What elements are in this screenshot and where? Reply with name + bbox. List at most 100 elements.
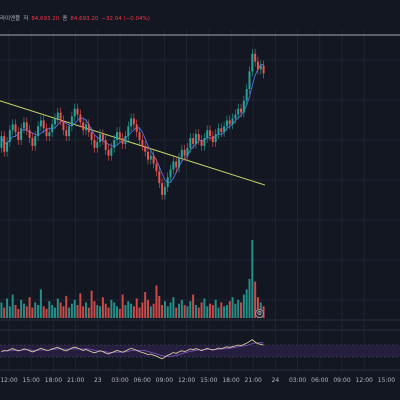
volume-bar xyxy=(225,305,228,318)
volume-bar xyxy=(25,306,28,318)
rsi-line xyxy=(1,339,264,360)
volume-bar xyxy=(169,302,172,318)
time-axis-label: 15:00 xyxy=(200,377,217,384)
volume-bar xyxy=(220,302,223,318)
volume-bar xyxy=(147,299,149,318)
low-value: 84,693.20 xyxy=(31,16,60,22)
volume-bar xyxy=(152,303,155,318)
time-axis-label: 12:00 xyxy=(178,377,195,384)
time-axis-label: 06:00 xyxy=(311,377,328,384)
candle-body xyxy=(17,132,20,140)
rsi-band xyxy=(0,345,400,357)
candle-body xyxy=(48,132,51,137)
candle-body xyxy=(214,134,217,142)
time-axis-label: 09:00 xyxy=(333,377,350,384)
volume-bar xyxy=(116,306,118,318)
candle-body xyxy=(175,161,178,168)
candle-body xyxy=(56,112,59,119)
volume-bar xyxy=(34,302,37,318)
volume-bar xyxy=(192,294,195,318)
candle-body xyxy=(237,108,240,115)
volume-bar xyxy=(107,307,110,318)
time-axis-label: 03:00 xyxy=(111,377,128,384)
candle-body xyxy=(166,177,169,188)
volume-bar xyxy=(132,306,135,318)
candle-body xyxy=(152,155,155,164)
volume-bar xyxy=(68,307,71,318)
volume-bar xyxy=(163,301,166,318)
volume-bar xyxy=(186,306,189,318)
candle-body xyxy=(82,122,85,131)
candle-body xyxy=(34,136,37,146)
candle-body xyxy=(158,171,161,184)
candle-body xyxy=(3,136,6,152)
volume-bar xyxy=(178,303,181,318)
volume-bar xyxy=(158,295,161,318)
time-axis-label: 24 xyxy=(272,377,280,384)
candle-body xyxy=(144,145,147,152)
volume-bar xyxy=(149,306,152,318)
volume-bar xyxy=(200,302,203,318)
candle-body xyxy=(51,124,54,133)
volume-bar xyxy=(45,308,48,318)
volume-bar xyxy=(70,303,73,318)
candle-body xyxy=(138,132,141,140)
volume-bar xyxy=(214,299,217,318)
volume-bar xyxy=(101,297,104,318)
candle-body xyxy=(149,155,152,160)
candle-body xyxy=(0,136,3,148)
volume-bar xyxy=(237,299,240,318)
gear-icon[interactable]: ⚙ xyxy=(255,309,264,318)
candle-body xyxy=(211,136,214,142)
candle-body xyxy=(206,130,209,139)
candle-body xyxy=(240,108,243,113)
volume-bar xyxy=(209,303,212,318)
volume-bar xyxy=(203,298,206,318)
candle-body xyxy=(251,53,254,72)
volume-bar xyxy=(161,305,164,318)
volume-bar xyxy=(59,302,62,318)
low-key: 저 xyxy=(23,16,29,22)
volume-bar xyxy=(87,307,90,318)
candle-body xyxy=(223,126,226,133)
candle-body xyxy=(135,124,138,133)
volume-bar xyxy=(99,306,102,318)
candle-body xyxy=(178,157,181,168)
volume-bar xyxy=(22,303,25,318)
candle-body xyxy=(155,163,158,172)
volume-bar xyxy=(39,289,42,318)
candle-body xyxy=(11,124,14,131)
volume-bar xyxy=(65,295,68,318)
candle-body xyxy=(256,61,259,70)
candle-body xyxy=(169,169,172,178)
volume-bar xyxy=(73,299,76,318)
volume-bar xyxy=(197,307,200,318)
candle-body xyxy=(107,149,110,156)
volume-bar xyxy=(110,299,113,318)
candle-body xyxy=(141,140,144,146)
time-axis-label: 15:00 xyxy=(378,377,395,384)
candle-body xyxy=(87,124,90,133)
volume-bar xyxy=(104,303,107,318)
candle-body xyxy=(220,128,223,133)
candle-body xyxy=(113,140,116,148)
volume-bar xyxy=(8,306,11,318)
volume-bar xyxy=(248,279,251,318)
candle-body xyxy=(93,140,96,148)
time-axis-label: 21:00 xyxy=(67,377,84,384)
candle-body xyxy=(25,122,28,131)
candle-body xyxy=(110,147,113,156)
candle-body xyxy=(65,130,68,137)
candle-body xyxy=(197,134,200,140)
volume-bar xyxy=(180,299,183,318)
candle-body xyxy=(8,130,11,142)
volume-bar xyxy=(135,298,138,318)
candle-body xyxy=(20,128,23,140)
volume-bar xyxy=(251,240,254,318)
close-value: 84,693.20 xyxy=(70,16,99,22)
volume-bar xyxy=(245,289,248,318)
time-axis-label: 23 xyxy=(94,377,102,384)
candle-body xyxy=(147,151,149,160)
